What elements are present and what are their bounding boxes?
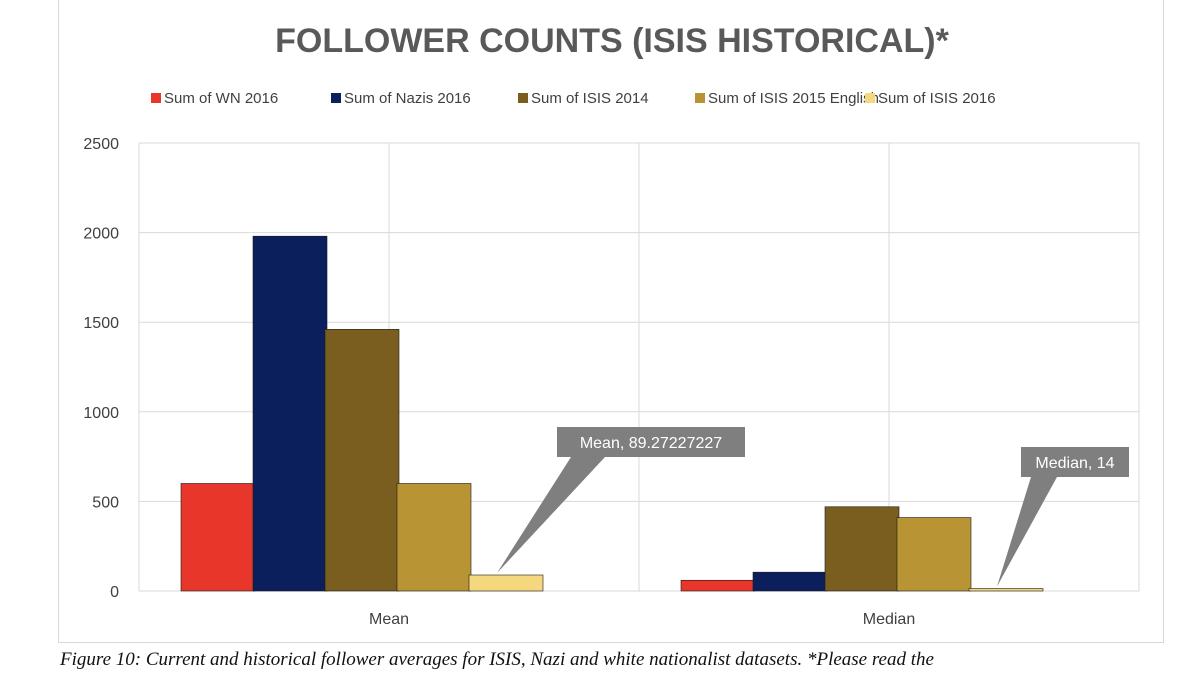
data-callout: Mean, 89.27227227 [497,427,745,574]
bar-median-1 [680,579,756,592]
legend-item: Sum of ISIS 2016 [865,90,996,107]
bar-mean-2 [252,235,328,592]
y-tick-label: 1500 [83,315,119,332]
legend: Sum of WN 2016 Sum of Nazis 2016 Sum of IS… [151,90,996,107]
callouts: Mean, 89.27227227 Median, 14 [497,427,1129,587]
x-category-label: Median [863,611,915,628]
callout-label: Median, 14 [1035,455,1114,472]
y-tick-label: 2000 [83,226,119,243]
legend-swatch [695,93,705,103]
legend-item: Sum of ISIS 2015 English [695,90,879,107]
figure-caption: Figure 10: Current and historical follow… [60,649,934,670]
legend-label: Sum of WN 2016 [164,90,278,107]
x-category-label: Mean [369,611,409,628]
legend-item: Sum of Nazis 2016 [331,90,471,107]
legend-swatch [331,93,341,103]
legend-label: Sum of ISIS 2014 [531,90,649,107]
x-axis: Mean Median [369,611,915,628]
legend-item: Sum of ISIS 2014 [518,90,649,107]
callout-shape [497,427,745,574]
y-axis: 0 500 1000 1500 2000 2500 [83,136,119,601]
legend-label: Sum of ISIS 2016 [878,90,996,107]
bar-mean-4 [396,483,472,592]
data-callout: Median, 14 [997,447,1129,587]
chart-title: FOLLOWER COUNTS (ISIS HISTORICAL)* [275,22,949,60]
chart-frame: FOLLOWER COUNTS (ISIS HISTORICAL)* Sum o… [58,0,1164,643]
legend-swatch [865,93,875,103]
bar-median-4 [896,517,972,592]
legend-item: Sum of WN 2016 [151,90,278,107]
bar-median-5 [968,588,1044,592]
legend-label: Sum of Nazis 2016 [344,90,471,107]
legend-swatch [518,93,528,103]
legend-swatch [151,93,161,103]
bar-median-3 [824,506,900,592]
bar-mean-5 [468,574,544,592]
bar-mean-1 [180,483,256,592]
y-tick-label: 0 [110,584,119,601]
callout-shape [997,447,1129,587]
chart-svg: FOLLOWER COUNTS (ISIS HISTORICAL)* Sum o… [83,22,1140,628]
y-tick-label: 500 [92,494,119,511]
legend-label: Sum of ISIS 2015 English [708,90,879,107]
y-tick-label: 1000 [83,405,119,422]
callout-label: Mean, 89.27227227 [580,435,722,452]
bar-median-2 [752,571,828,592]
bar-mean-3 [324,329,400,592]
bars [180,235,1044,592]
y-tick-label: 2500 [83,136,119,153]
